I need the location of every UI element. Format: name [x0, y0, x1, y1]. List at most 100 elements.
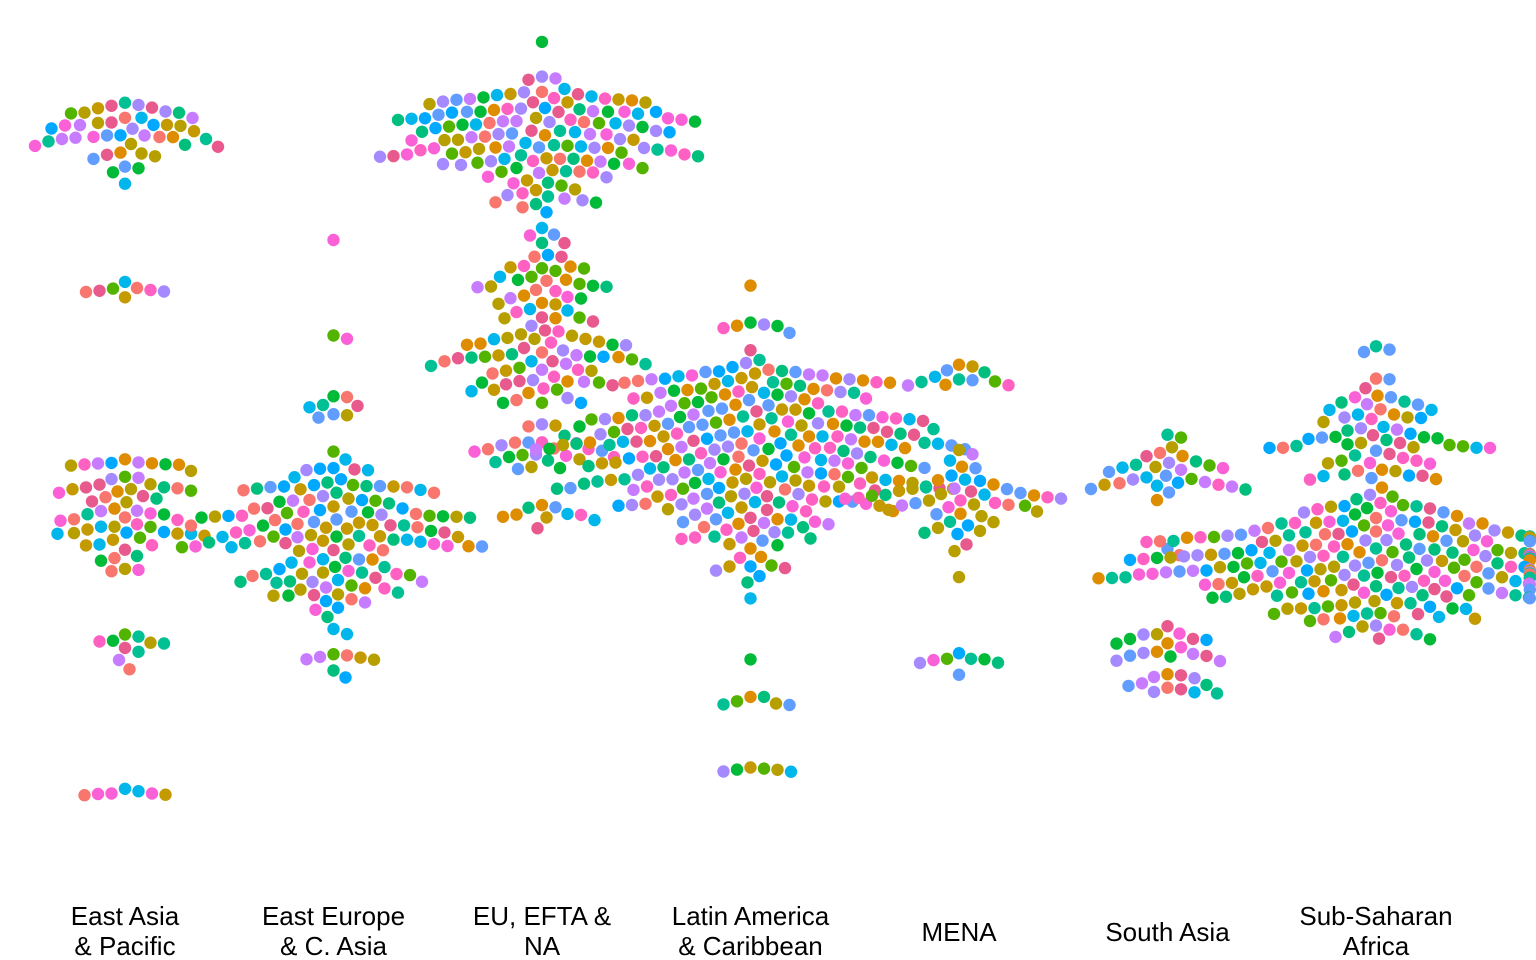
- data-point-sub-saharan-africa: [1410, 562, 1423, 576]
- data-point-latin-america-caribbean: [798, 393, 811, 406]
- data-point-latin-america-caribbean: [595, 457, 609, 470]
- data-point-latin-america-caribbean: [771, 388, 784, 401]
- data-point-eu-efta-na: [586, 105, 600, 118]
- data-point-sub-saharan-africa: [1308, 575, 1321, 588]
- data-point-sub-saharan-africa: [1333, 612, 1347, 625]
- data-point-latin-america-caribbean: [723, 560, 736, 573]
- data-point-sub-saharan-africa: [1350, 493, 1363, 506]
- data-point-sub-saharan-africa: [1467, 543, 1480, 557]
- data-point-eu-efta-na: [498, 152, 511, 166]
- data-point-sub-saharan-africa: [1509, 589, 1522, 602]
- data-point-mena: [966, 374, 979, 387]
- data-point-east-europe-c-asia: [292, 544, 306, 558]
- data-point-eu-efta-na: [553, 461, 567, 475]
- data-point-east-asia-pacific: [126, 122, 139, 135]
- data-point-south-asia: [1110, 654, 1123, 667]
- data-point-east-asia-pacific: [93, 478, 106, 491]
- x-tick-label-line: EU, EFTA &: [473, 901, 611, 931]
- data-point-sub-saharan-africa: [1303, 550, 1317, 564]
- data-point-sub-saharan-africa: [1450, 509, 1464, 523]
- data-point-latin-america-caribbean: [750, 481, 763, 494]
- x-tick-label-sub-saharan-africa: Sub-Saharan Africa: [1299, 901, 1452, 960]
- data-point-eu-efta-na: [499, 378, 513, 391]
- data-point-mena: [954, 494, 967, 507]
- data-point-mena: [895, 499, 909, 512]
- data-point-eu-efta-na: [583, 127, 597, 141]
- data-point-south-asia: [1198, 475, 1212, 489]
- data-point-east-europe-c-asia: [291, 517, 304, 531]
- data-point-eu-efta-na: [550, 383, 564, 396]
- data-point-latin-america-caribbean: [891, 456, 904, 469]
- data-point-east-europe-c-asia: [414, 483, 427, 497]
- data-point-sub-saharan-africa: [1105, 571, 1119, 585]
- data-point-latin-america-caribbean: [907, 428, 921, 441]
- data-point-south-asia: [1159, 469, 1173, 482]
- data-point-mena: [939, 378, 952, 391]
- data-point-eu-efta-na: [549, 264, 562, 278]
- data-point-east-europe-c-asia: [253, 535, 267, 548]
- data-point-mena: [964, 652, 978, 665]
- data-point-sub-saharan-africa: [1479, 549, 1492, 563]
- data-point-east-asia-pacific: [157, 481, 171, 494]
- data-point-sub-saharan-africa: [1353, 546, 1366, 559]
- data-point-sub-saharan-africa: [1255, 535, 1269, 549]
- data-point-sub-saharan-africa: [1225, 576, 1239, 590]
- data-point-sub-saharan-africa: [1398, 569, 1411, 582]
- data-point-latin-america-caribbean: [772, 496, 786, 509]
- data-point-eu-efta-na: [489, 141, 502, 154]
- data-point-sub-saharan-africa: [1308, 601, 1321, 615]
- data-point-sub-saharan-africa: [1420, 554, 1434, 567]
- data-point-mena: [913, 656, 927, 670]
- data-point-sub-saharan-africa: [1276, 441, 1290, 454]
- data-point-mena: [838, 492, 852, 505]
- data-point-eu-efta-na: [472, 142, 486, 156]
- data-point-mena: [961, 519, 975, 532]
- data-point-eu-efta-na: [622, 157, 636, 170]
- data-point-eu-efta-na: [510, 305, 523, 319]
- data-point-east-asia-pacific: [64, 107, 78, 120]
- data-point-eu-efta-na: [688, 115, 702, 128]
- data-point-eu-efta-na: [525, 460, 538, 474]
- data-point-eu-efta-na: [625, 353, 639, 366]
- data-point-east-europe-c-asia: [319, 594, 333, 608]
- data-point-sub-saharan-africa: [1324, 500, 1338, 513]
- data-point-sub-saharan-africa: [1338, 468, 1351, 481]
- data-point-eu-efta-na: [495, 439, 508, 452]
- data-point-sub-saharan-africa: [1219, 590, 1233, 603]
- data-point-latin-america-caribbean: [598, 412, 612, 426]
- data-point-eu-efta-na: [496, 115, 510, 128]
- data-point-sub-saharan-africa: [1335, 583, 1348, 597]
- data-point-eu-efta-na: [478, 350, 492, 363]
- data-point-eu-efta-na: [564, 113, 577, 126]
- data-point-eu-efta-na: [525, 319, 538, 332]
- data-point-latin-america-caribbean: [762, 442, 775, 456]
- data-point-latin-america-caribbean: [757, 386, 771, 399]
- data-point-latin-america-caribbean: [717, 698, 730, 711]
- data-point-latin-america-caribbean: [760, 490, 774, 503]
- data-point-eu-efta-na: [538, 129, 552, 142]
- data-point-eu-efta-na: [588, 141, 601, 154]
- data-point-eu-efta-na: [529, 283, 543, 297]
- data-point-eu-efta-na: [519, 136, 532, 150]
- data-point-south-asia: [1174, 431, 1188, 444]
- data-point-eu-efta-na: [547, 228, 561, 241]
- data-point-east-europe-c-asia: [361, 464, 375, 477]
- data-point-east-europe-c-asia: [351, 399, 364, 413]
- data-point-east-asia-pacific: [106, 282, 120, 295]
- data-point-east-asia-pacific: [123, 663, 136, 676]
- data-point-latin-america-caribbean: [622, 452, 636, 465]
- data-point-eu-efta-na: [583, 350, 597, 363]
- data-point-sub-saharan-africa: [1359, 534, 1372, 547]
- data-point-east-asia-pacific: [136, 489, 150, 503]
- data-point-sub-saharan-africa: [1327, 540, 1341, 553]
- data-point-sub-saharan-africa: [1173, 565, 1186, 578]
- data-point-latin-america-caribbean: [732, 450, 745, 463]
- data-point-east-europe-c-asia: [327, 461, 340, 475]
- data-point-eu-efta-na: [576, 194, 589, 207]
- data-point-sub-saharan-africa: [1368, 594, 1381, 608]
- data-point-sub-saharan-africa: [1240, 557, 1254, 570]
- data-point-latin-america-caribbean: [664, 399, 678, 412]
- data-point-east-asia-pacific: [118, 782, 132, 795]
- data-point-latin-america-caribbean: [750, 405, 763, 418]
- data-point-east-europe-c-asia: [303, 556, 316, 569]
